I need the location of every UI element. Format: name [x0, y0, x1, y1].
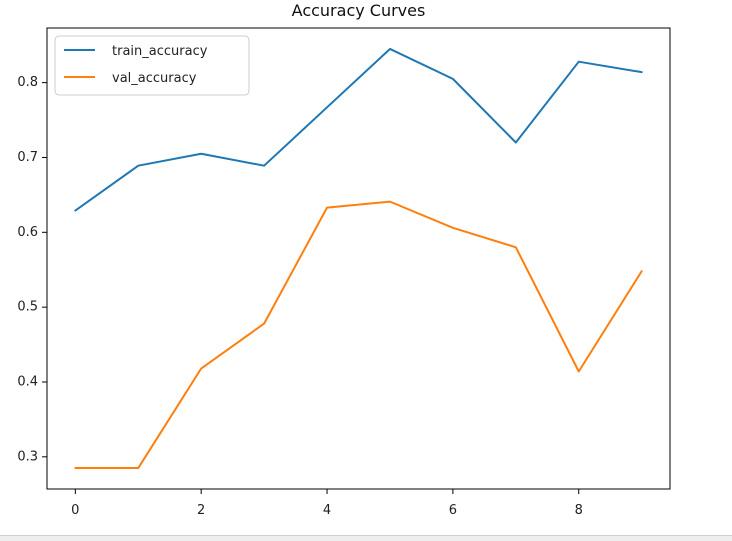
series-train-accuracy	[74, 47, 643, 212]
bottom-divider	[0, 535, 732, 541]
y-tick-0-7: 0.7	[17, 150, 47, 165]
x-tick-0: 0	[71, 489, 79, 518]
legend-label-train-accuracy: train_accuracy	[112, 44, 208, 59]
y-tick-0-5: 0.5	[17, 300, 47, 315]
series-val-accuracy	[74, 200, 643, 470]
legend-entry-val-accuracy: val_accuracy	[64, 71, 197, 86]
x-tick-8: 8	[575, 489, 583, 518]
y-axis: 0.3 0.4 0.5 0.6 0.7 0.8	[17, 75, 47, 464]
x-tick-6: 6	[449, 489, 457, 518]
val-accuracy-line	[74, 200, 643, 470]
y-tick-0-4: 0.4	[17, 374, 47, 389]
x-tick-label: 0	[71, 503, 79, 518]
train-accuracy-line	[74, 47, 643, 212]
x-tick-label: 8	[575, 503, 583, 518]
chart-title: Accuracy Curves	[292, 1, 426, 20]
x-tick-label: 2	[197, 503, 205, 518]
y-tick-0-3: 0.3	[17, 449, 47, 464]
plot-area	[46, 27, 671, 490]
y-tick-label: 0.5	[17, 300, 38, 315]
legend: train_accuracy val_accuracy	[54, 35, 250, 96]
legend-label-val-accuracy: val_accuracy	[112, 71, 197, 86]
x-tick-label: 6	[449, 503, 457, 518]
y-tick-label: 0.6	[17, 225, 38, 240]
legend-entry-train-accuracy: train_accuracy	[64, 44, 208, 59]
x-tick-4: 4	[323, 489, 331, 518]
legend-box	[54, 35, 250, 96]
y-tick-label: 0.4	[17, 374, 38, 389]
x-axis: 0 2 4 6 8	[71, 489, 583, 518]
x-tick-label: 4	[323, 503, 331, 518]
y-tick-label: 0.7	[17, 150, 38, 165]
y-tick-0-6: 0.6	[17, 225, 47, 240]
y-tick-label: 0.3	[17, 449, 38, 464]
x-tick-2: 2	[197, 489, 205, 518]
y-tick-0-8: 0.8	[17, 75, 47, 90]
y-tick-label: 0.8	[17, 75, 38, 90]
